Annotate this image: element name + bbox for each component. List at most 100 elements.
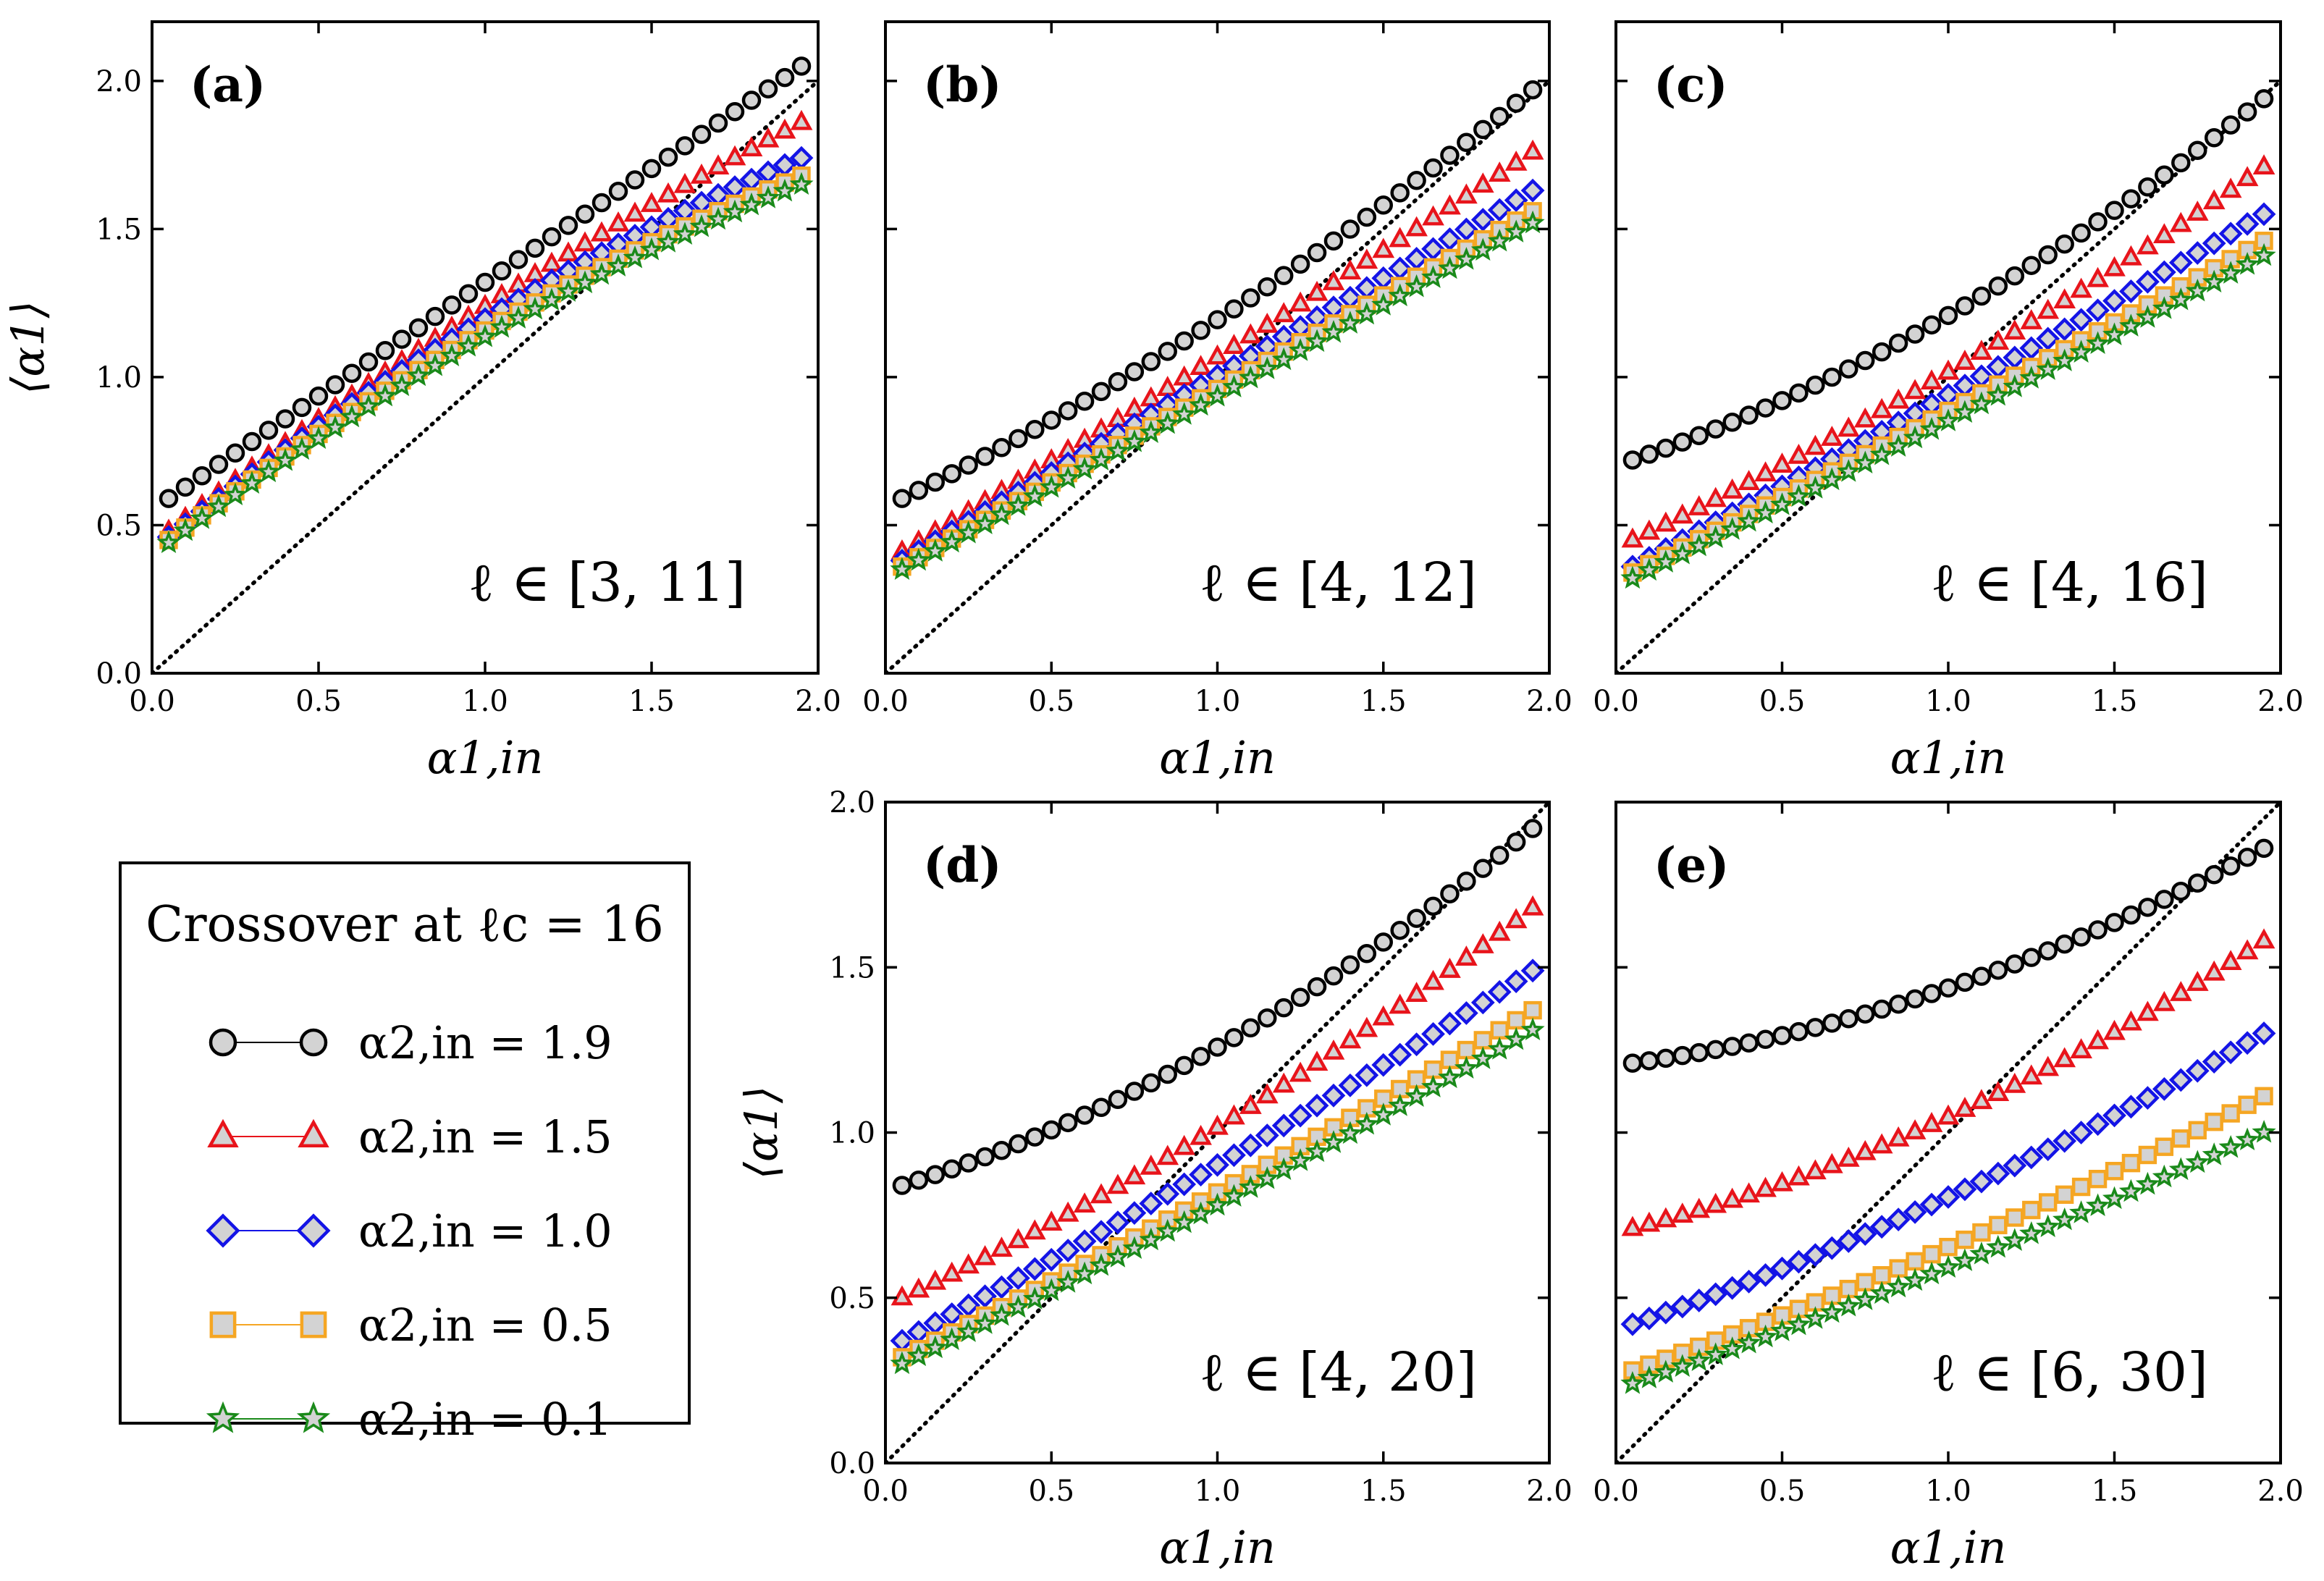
data-point-circle: [1224, 1028, 1244, 1047]
data-point-triangle: [690, 163, 713, 184]
data-point-diamond: [1454, 1001, 1478, 1025]
data-point-star: [1903, 425, 1927, 449]
data-point-star: [573, 270, 597, 294]
data-point-circle: [608, 182, 628, 201]
data-point-diamond: [1936, 1185, 1961, 1209]
data-point-circle: [2171, 153, 2191, 173]
data-point-circle: [2188, 140, 2207, 160]
data-point-circle: [1373, 195, 1393, 215]
data-point-circle: [1091, 1097, 1111, 1118]
data-point-circle: [942, 464, 961, 484]
data-point-circle: [625, 170, 645, 190]
data-point-star: [1188, 1201, 1213, 1225]
data-point-circle: [1722, 1037, 1742, 1056]
x-tick-label: 2.0: [1526, 685, 1573, 718]
data-point-triangle: [1970, 1089, 1993, 1110]
data-point-star: [406, 363, 431, 387]
data-point-diamond: [2069, 308, 2093, 332]
data-point-diamond: [2185, 1058, 2210, 1083]
data-point-star: [1986, 1234, 2011, 1258]
data-point-triangle: [573, 231, 597, 252]
data-point-star: [2003, 1228, 2027, 1251]
data-point-diamond: [1305, 1093, 1329, 1118]
data-point-circle: [1124, 1082, 1145, 1101]
data-point-star: [273, 447, 298, 471]
data-point-star: [1056, 465, 1080, 489]
data-point-circle: [925, 472, 946, 492]
data-point-circle: [992, 438, 1011, 458]
data-point-circle: [1839, 359, 1858, 379]
data-point-star: [473, 324, 497, 347]
data-point-circle: [1806, 1018, 1825, 1037]
data-point-diamond: [2152, 260, 2176, 284]
data-point-star: [1869, 442, 1894, 465]
data-point-triangle: [1771, 1171, 1793, 1192]
y-tick-label: 1.0: [96, 361, 142, 395]
data-point-square: [2055, 1185, 2074, 1205]
data-point-triangle: [1754, 1176, 1777, 1197]
data-point-star: [1338, 311, 1363, 334]
data-point-circle: [1806, 375, 1825, 395]
data-point-circle: [492, 261, 512, 281]
data-point-star: [1039, 475, 1064, 498]
data-point-triangle: [2169, 981, 2192, 1001]
data-point-triangle: [2152, 990, 2176, 1011]
data-point-triangle: [1156, 1144, 1179, 1165]
data-point-triangle: [1638, 519, 1661, 540]
data-point-star: [1388, 283, 1412, 307]
data-point-diamond: [1122, 1201, 1147, 1226]
y-axis-title: ⟨α1⟩: [1, 300, 54, 395]
legend-label: α2,in = 0.5: [358, 1299, 612, 1352]
data-point-triangle: [1455, 183, 1478, 204]
data-point-star: [1803, 1306, 1827, 1329]
data-point-triangle: [1255, 312, 1279, 333]
y-tick-label: 2.0: [96, 65, 142, 98]
data-point-diamond: [2019, 336, 2044, 361]
data-point-diamond: [1670, 1294, 1695, 1319]
data-point-star: [1305, 329, 1329, 353]
data-point-star: [1305, 1139, 1329, 1163]
data-point-diamond: [1819, 1236, 1844, 1260]
data-point-star: [1106, 1244, 1130, 1268]
data-point-circle: [2021, 948, 2041, 967]
data-point-triangle: [1289, 1061, 1312, 1082]
data-point-triangle: [2070, 1038, 2092, 1058]
chart-panel-d: 0.0 0.5 1.0 1.5 2.0 0.0 0.5 1.0 1.5 2.0 α1,in ⟨α1⟩ (…: [735, 786, 1573, 1574]
data-point-circle: [1357, 944, 1377, 964]
data-point-star: [1936, 1255, 1961, 1278]
data-point-triangle: [974, 1244, 996, 1265]
x-axis-title: α1,in: [1890, 731, 2007, 784]
data-point-diamond: [1986, 355, 2011, 379]
data-point-circle: [2237, 102, 2257, 122]
data-point-star: [1637, 557, 1662, 581]
data-point-diamond: [2168, 1068, 2193, 1092]
series-square: [893, 1000, 1542, 1367]
data-point-circle: [2155, 890, 2174, 909]
data-point-star: [1205, 1192, 1230, 1216]
data-point-circle: [1489, 846, 1510, 865]
data-point-star: [2003, 374, 2027, 397]
data-point-triangle: [2053, 288, 2076, 309]
data-point-circle: [1340, 219, 1360, 239]
data-point-circle: [1124, 362, 1145, 381]
y-tick-label: 1.5: [829, 951, 875, 985]
data-point-star: [2102, 322, 2127, 346]
data-point-star: [1819, 467, 1844, 491]
data-point-circle: [1905, 989, 1925, 1009]
data-point-circle: [2038, 941, 2058, 961]
data-point-circle: [525, 238, 545, 258]
data-point-diamond: [1919, 1192, 1944, 1217]
data-point-triangle: [2087, 1029, 2109, 1050]
data-point-star: [1255, 356, 1279, 379]
data-point-diamond: [2152, 1076, 2176, 1101]
data-point-triangle: [1837, 1146, 1860, 1167]
data-point-circle: [1074, 391, 1095, 411]
reference-line-y-equals-x: [1616, 802, 2281, 1463]
data-point-star: [2102, 1186, 2127, 1210]
data-point-circle: [242, 431, 262, 452]
data-point-square: [1989, 1215, 2008, 1234]
data-point-star: [1454, 1055, 1478, 1079]
data-point-diamond: [2003, 345, 2027, 370]
x-tick-label: 2.0: [1526, 1475, 1573, 1508]
data-point-circle: [1290, 987, 1310, 1008]
